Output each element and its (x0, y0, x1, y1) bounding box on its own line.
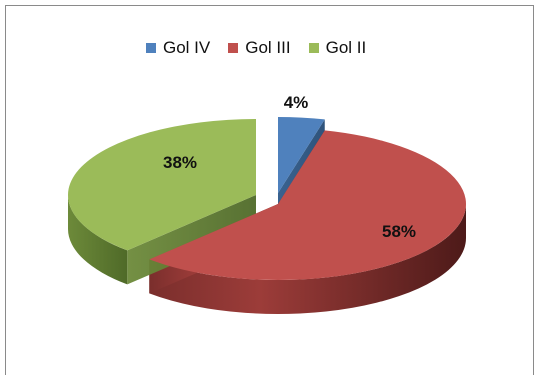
pie-slices (67, 117, 466, 314)
legend-label-gol-ii: Gol II (325, 38, 367, 57)
legend-label-gol-iii: Gol III (245, 38, 291, 57)
pie-slice-gol-iii (149, 130, 466, 280)
chart-legend: Gol IV Gol III Gol II (146, 36, 366, 60)
legend-item-gol-ii: Gol II (308, 38, 367, 58)
legend-item-gol-iv: Gol IV (146, 38, 210, 58)
legend-swatch-gol-iii (228, 43, 239, 53)
legend-item-gol-iii: Gol III (228, 38, 291, 58)
legend-swatch-gol-iv (146, 43, 156, 53)
pie-slice-gol-iv (278, 117, 325, 193)
data-label-gol-iii: 58% (382, 222, 416, 241)
legend-label-gol-iv: Gol IV (163, 38, 211, 57)
data-label-gol-ii: 38% (163, 153, 197, 172)
legend-swatch-gol-ii (308, 43, 319, 53)
data-label-gol-iv: 4% (284, 93, 309, 112)
pie-side-gol-ii (68, 195, 128, 285)
pie-slice-gol-ii (67, 119, 256, 251)
pie-side-gol-iii (149, 204, 466, 314)
